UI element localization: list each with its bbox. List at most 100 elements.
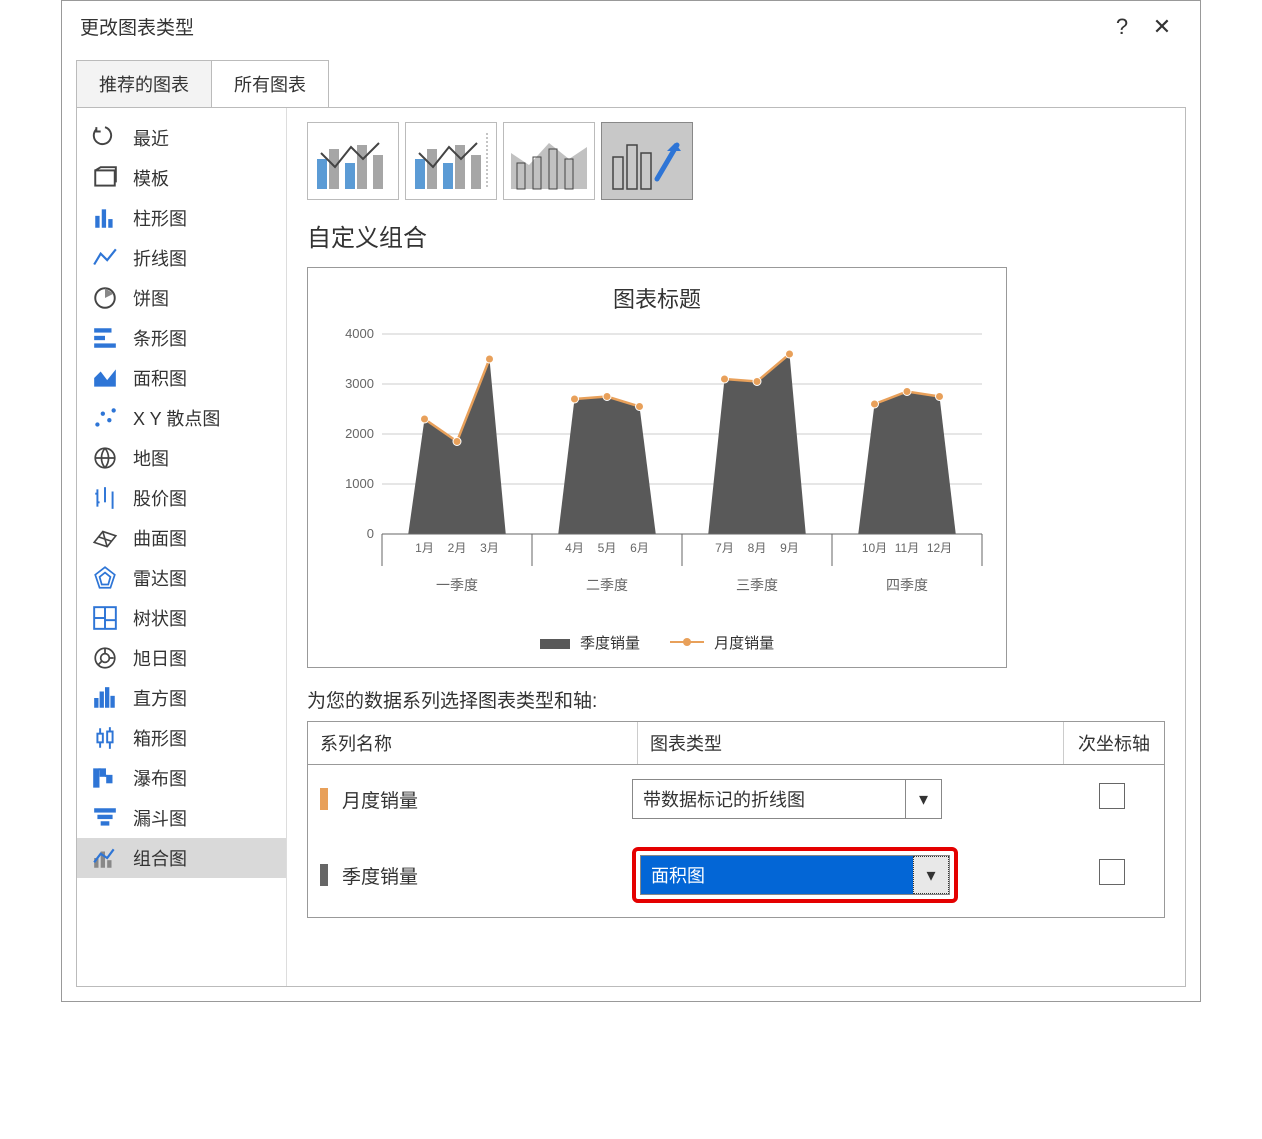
scatter-icon — [91, 404, 119, 432]
radar-icon — [91, 564, 119, 592]
tab-strip: 推荐的图表 所有图表 — [62, 60, 1200, 107]
sidebar-item-label: 柱形图 — [133, 205, 187, 231]
subtype-custom-combo[interactable] — [601, 122, 693, 200]
main-panel: 自定义组合 图表标题 010002000300040001月2月3月一季度4月5… — [287, 108, 1185, 986]
sidebar-item-label: 条形图 — [133, 325, 187, 351]
sidebar-item-scatter[interactable]: X Y 散点图 — [77, 398, 286, 438]
sidebar-item-histogram[interactable]: 直方图 — [77, 678, 286, 718]
svg-text:10月: 10月 — [862, 541, 887, 555]
svg-text:1000: 1000 — [345, 476, 374, 491]
sidebar-item-label: 最近 — [133, 125, 169, 151]
secondary-axis-checkbox[interactable] — [1099, 783, 1125, 809]
header-series-name: 系列名称 — [308, 722, 638, 764]
sidebar-item-label: 面积图 — [133, 365, 187, 391]
sidebar-item-label: 组合图 — [133, 845, 187, 871]
chart-preview: 图表标题 010002000300040001月2月3月一季度4月5月6月二季度… — [307, 267, 1007, 668]
sidebar-item-funnel[interactable]: 漏斗图 — [77, 798, 286, 838]
tab-body: 最近模板柱形图折线图饼图条形图面积图 X Y 散点图地图股价图曲面图雷达图树状图旭… — [76, 107, 1186, 987]
series-type-combo[interactable]: 面积图▾ — [640, 855, 950, 895]
sidebar-item-label: 曲面图 — [133, 525, 187, 551]
tab-all-charts[interactable]: 所有图表 — [211, 60, 329, 107]
sidebar-item-boxwhisker[interactable]: 箱形图 — [77, 718, 286, 758]
combo-label: 带数据标记的折线图 — [643, 786, 805, 812]
chart-category-sidebar: 最近模板柱形图折线图饼图条形图面积图 X Y 散点图地图股价图曲面图雷达图树状图旭… — [77, 108, 287, 986]
sidebar-item-label: 树状图 — [133, 605, 187, 631]
sidebar-item-combo[interactable]: 组合图 — [77, 838, 286, 878]
sidebar-item-recent[interactable]: 最近 — [77, 118, 286, 158]
subtype-clustered-column-line-secondary[interactable] — [405, 122, 497, 200]
sidebar-item-radar[interactable]: 雷达图 — [77, 558, 286, 598]
surface-icon — [91, 524, 119, 552]
stock-icon — [91, 484, 119, 512]
sidebar-item-label: 饼图 — [133, 285, 169, 311]
sidebar-item-treemap[interactable]: 树状图 — [77, 598, 286, 638]
subtype-stacked-area-column[interactable] — [503, 122, 595, 200]
svg-text:0: 0 — [367, 526, 374, 541]
svg-text:6月: 6月 — [630, 541, 649, 555]
sidebar-item-stock[interactable]: 股价图 — [77, 478, 286, 518]
legend-item-bar: 季度销量 — [540, 632, 640, 653]
sidebar-item-bar[interactable]: 条形图 — [77, 318, 286, 358]
series-prompt: 为您的数据系列选择图表类型和轴: — [307, 686, 1165, 713]
svg-text:一季度: 一季度 — [436, 577, 478, 593]
sidebar-item-template[interactable]: 模板 — [77, 158, 286, 198]
column-icon — [91, 204, 119, 232]
series-type-combo[interactable]: 带数据标记的折线图 ▾ — [632, 779, 942, 819]
series-name: 季度销量 — [342, 862, 632, 889]
svg-text:4000: 4000 — [345, 326, 374, 341]
series-row: 季度销量面积图▾ — [308, 833, 1164, 917]
sidebar-item-column[interactable]: 柱形图 — [77, 198, 286, 238]
sunburst-icon — [91, 644, 119, 672]
series-name: 月度销量 — [342, 786, 632, 813]
sidebar-item-label: 瀑布图 — [133, 765, 187, 791]
tab-recommended[interactable]: 推荐的图表 — [76, 60, 212, 107]
template-icon — [91, 164, 119, 192]
pie-icon — [91, 284, 119, 312]
area-icon — [91, 364, 119, 392]
svg-text:2月: 2月 — [448, 541, 467, 555]
svg-text:5月: 5月 — [598, 541, 617, 555]
sidebar-item-label: X Y 散点图 — [133, 405, 220, 431]
sidebar-item-line[interactable]: 折线图 — [77, 238, 286, 278]
boxwhisker-icon — [91, 724, 119, 752]
series-color-swatch-icon — [320, 788, 328, 810]
svg-text:11月: 11月 — [895, 541, 919, 555]
combo-icon — [91, 844, 119, 872]
chart-preview-svg: 010002000300040001月2月3月一季度4月5月6月二季度7月8月9… — [322, 324, 992, 624]
sidebar-item-label: 雷达图 — [133, 565, 187, 591]
help-button[interactable]: ? — [1102, 14, 1142, 40]
map-icon — [91, 444, 119, 472]
svg-text:7月: 7月 — [715, 541, 734, 555]
sidebar-item-sunburst[interactable]: 旭日图 — [77, 638, 286, 678]
sidebar-item-map[interactable]: 地图 — [77, 438, 286, 478]
secondary-axis-checkbox[interactable] — [1099, 859, 1125, 885]
sidebar-item-waterfall[interactable]: 瀑布图 — [77, 758, 286, 798]
svg-text:9月: 9月 — [780, 541, 799, 555]
svg-text:四季度: 四季度 — [886, 577, 928, 593]
sidebar-item-label: 折线图 — [133, 245, 187, 271]
close-button[interactable]: ✕ — [1142, 14, 1182, 40]
dialog-title: 更改图表类型 — [80, 13, 1102, 40]
svg-text:3月: 3月 — [480, 541, 499, 555]
svg-text:二季度: 二季度 — [586, 577, 628, 593]
sidebar-item-label: 地图 — [133, 445, 169, 471]
svg-text:3000: 3000 — [345, 376, 374, 391]
sidebar-item-pie[interactable]: 饼图 — [77, 278, 286, 318]
sidebar-item-label: 模板 — [133, 165, 169, 191]
header-secondary-axis: 次坐标轴 — [1064, 722, 1164, 764]
chart-legend: 季度销量 月度销量 — [322, 632, 992, 653]
subtype-clustered-column-line[interactable] — [307, 122, 399, 200]
waterfall-icon — [91, 764, 119, 792]
chevron-down-icon[interactable]: ▾ — [905, 780, 941, 818]
line-icon — [91, 244, 119, 272]
sidebar-item-label: 直方图 — [133, 685, 187, 711]
header-chart-type: 图表类型 — [638, 722, 1064, 764]
sidebar-item-area[interactable]: 面积图 — [77, 358, 286, 398]
legend-bar-label: 季度销量 — [580, 635, 640, 652]
sidebar-item-label: 漏斗图 — [133, 805, 187, 831]
sidebar-item-surface[interactable]: 曲面图 — [77, 518, 286, 558]
sidebar-item-label: 箱形图 — [133, 725, 187, 751]
chevron-down-icon[interactable]: ▾ — [913, 856, 949, 894]
sidebar-item-label: 股价图 — [133, 485, 187, 511]
chart-preview-title: 图表标题 — [322, 282, 992, 314]
